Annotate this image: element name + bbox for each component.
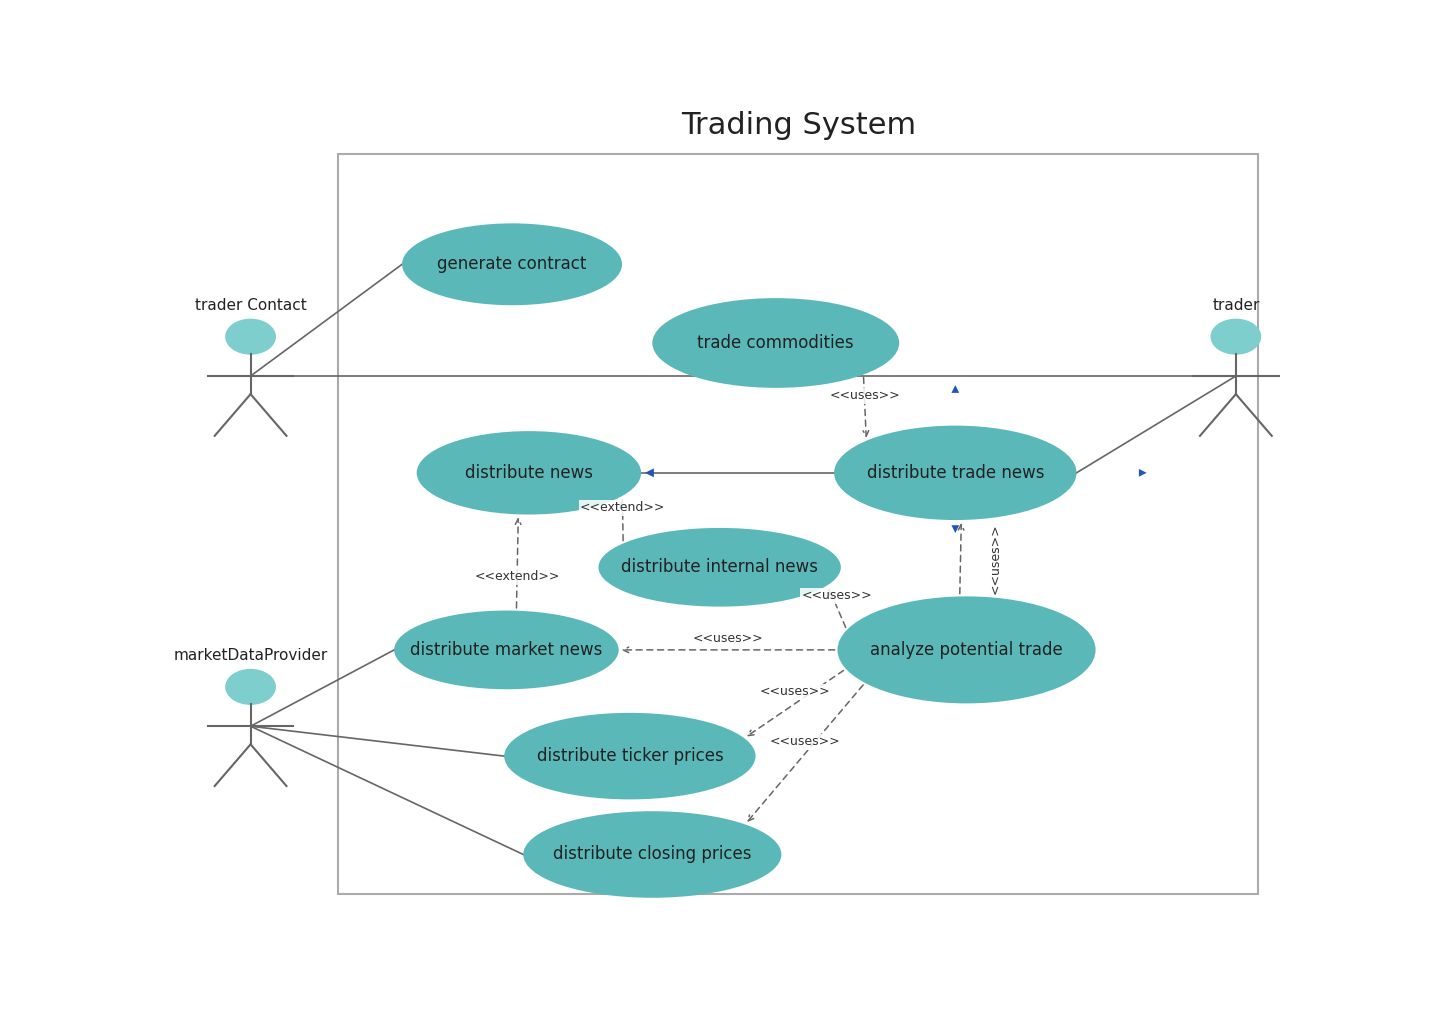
Text: <<uses>>: <<uses>> <box>760 685 830 698</box>
Text: <<uses>>: <<uses>> <box>692 632 763 645</box>
Text: trader: trader <box>1212 298 1260 313</box>
Circle shape <box>226 669 275 704</box>
Circle shape <box>1211 319 1261 354</box>
Ellipse shape <box>523 811 782 897</box>
FancyBboxPatch shape <box>339 154 1258 894</box>
Ellipse shape <box>834 425 1076 520</box>
Ellipse shape <box>403 224 623 306</box>
Text: analyze potential trade: analyze potential trade <box>870 641 1063 659</box>
Text: marketDataProvider: marketDataProvider <box>174 648 327 663</box>
Text: generate contract: generate contract <box>437 256 586 273</box>
Text: <<uses>>: <<uses>> <box>802 590 873 602</box>
Text: distribute trade news: distribute trade news <box>866 464 1044 481</box>
Ellipse shape <box>652 298 899 387</box>
Text: distribute news: distribute news <box>465 464 592 481</box>
Circle shape <box>226 319 275 354</box>
Ellipse shape <box>417 431 641 514</box>
Ellipse shape <box>504 713 756 799</box>
Ellipse shape <box>837 597 1096 703</box>
Text: Trading System: Trading System <box>681 111 915 140</box>
Text: <<uses>>: <<uses>> <box>830 389 901 403</box>
Ellipse shape <box>598 528 841 607</box>
Text: distribute internal news: distribute internal news <box>621 558 818 576</box>
Text: distribute market news: distribute market news <box>410 641 602 659</box>
Text: <<extend>>: <<extend>> <box>475 570 560 584</box>
Text: <<extend>>: <<extend>> <box>581 502 666 514</box>
Text: <<uses>>: <<uses>> <box>989 523 1002 594</box>
Text: trader Contact: trader Contact <box>194 298 307 313</box>
Text: distribute closing prices: distribute closing prices <box>553 845 752 864</box>
Text: distribute ticker prices: distribute ticker prices <box>537 747 723 765</box>
Text: <<uses>>: <<uses>> <box>770 735 840 748</box>
Ellipse shape <box>394 610 618 689</box>
Text: trade commodities: trade commodities <box>698 334 854 352</box>
